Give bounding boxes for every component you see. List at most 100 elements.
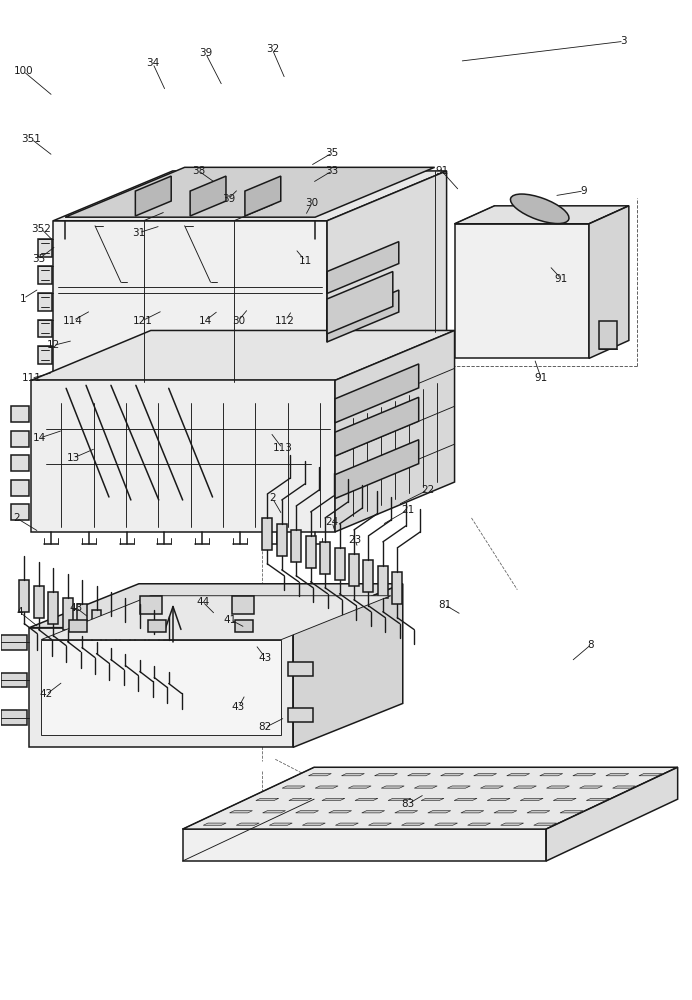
Text: 91: 91 [435,166,448,176]
Ellipse shape [511,194,569,224]
Text: 114: 114 [63,316,83,326]
Text: 43: 43 [232,702,245,712]
Text: 11: 11 [298,256,312,266]
Bar [235,620,253,632]
Text: 22: 22 [421,485,435,495]
Polygon shape [534,823,556,825]
Text: 351: 351 [21,134,42,144]
Bar [11,406,29,422]
Text: 31: 31 [132,228,145,238]
Polygon shape [355,798,378,801]
Polygon shape [612,786,635,788]
Bar [306,536,316,568]
Bar [148,620,166,632]
Bar [289,708,313,722]
Text: 14: 14 [199,316,212,326]
Polygon shape [29,628,293,747]
Polygon shape [327,242,399,293]
Bar [378,566,388,598]
Polygon shape [494,811,517,813]
Text: 32: 32 [266,44,279,54]
Text: 35: 35 [33,254,46,264]
Polygon shape [335,330,455,532]
Polygon shape [29,584,403,628]
Bar [1,635,27,650]
Polygon shape [293,584,403,747]
Polygon shape [289,798,312,801]
Bar [69,620,86,632]
Bar [599,321,617,349]
Polygon shape [183,767,677,829]
Bar [38,266,52,284]
Polygon shape [348,786,371,788]
Polygon shape [31,380,335,532]
Polygon shape [236,823,260,825]
Polygon shape [547,786,570,788]
Polygon shape [455,224,589,358]
Polygon shape [282,786,305,788]
Text: 43: 43 [259,653,272,663]
Text: 23: 23 [348,535,362,545]
Polygon shape [336,823,358,825]
Text: 38: 38 [192,166,206,176]
Polygon shape [573,774,596,776]
Polygon shape [42,640,281,735]
Text: 2: 2 [13,513,19,523]
Polygon shape [335,440,419,499]
Polygon shape [513,786,536,788]
Bar [262,518,272,550]
Polygon shape [245,176,281,216]
Polygon shape [256,798,279,801]
Text: 34: 34 [146,58,159,68]
Polygon shape [520,798,543,801]
Polygon shape [461,811,484,813]
Text: 30: 30 [232,316,245,326]
Text: 4: 4 [16,607,23,617]
Bar [289,662,313,676]
Polygon shape [335,397,419,456]
Text: 113: 113 [273,443,292,453]
Text: 33: 33 [325,166,338,176]
Text: 21: 21 [401,505,415,515]
Bar [233,596,255,614]
Polygon shape [190,176,226,216]
Bar [1,710,27,725]
Bar [91,610,102,642]
Polygon shape [368,823,392,825]
Bar [11,504,29,520]
Bar [277,524,286,556]
Text: 9: 9 [581,186,588,196]
Bar [38,320,52,337]
Text: 39: 39 [199,48,212,58]
Text: 35: 35 [325,148,338,158]
Bar [1,673,27,687]
Polygon shape [546,767,677,861]
Polygon shape [381,786,404,788]
Text: 42: 42 [39,689,53,699]
Text: 8: 8 [588,640,594,650]
Bar [392,572,402,604]
Polygon shape [441,774,464,776]
Text: 91: 91 [554,274,567,284]
Polygon shape [31,330,455,380]
Polygon shape [230,811,253,813]
Bar [34,586,44,618]
Polygon shape [421,798,444,801]
Polygon shape [501,823,524,825]
Polygon shape [586,798,609,801]
Polygon shape [269,823,292,825]
Polygon shape [428,811,450,813]
Bar [140,596,162,614]
Polygon shape [53,221,327,382]
Polygon shape [473,774,497,776]
Text: 82: 82 [259,722,272,732]
Polygon shape [408,774,430,776]
Polygon shape [435,823,457,825]
Polygon shape [374,774,397,776]
Polygon shape [468,823,491,825]
Bar [334,548,345,580]
Polygon shape [53,171,446,221]
Text: 30: 30 [306,198,319,208]
Bar [77,604,87,636]
Text: 24: 24 [325,517,338,527]
